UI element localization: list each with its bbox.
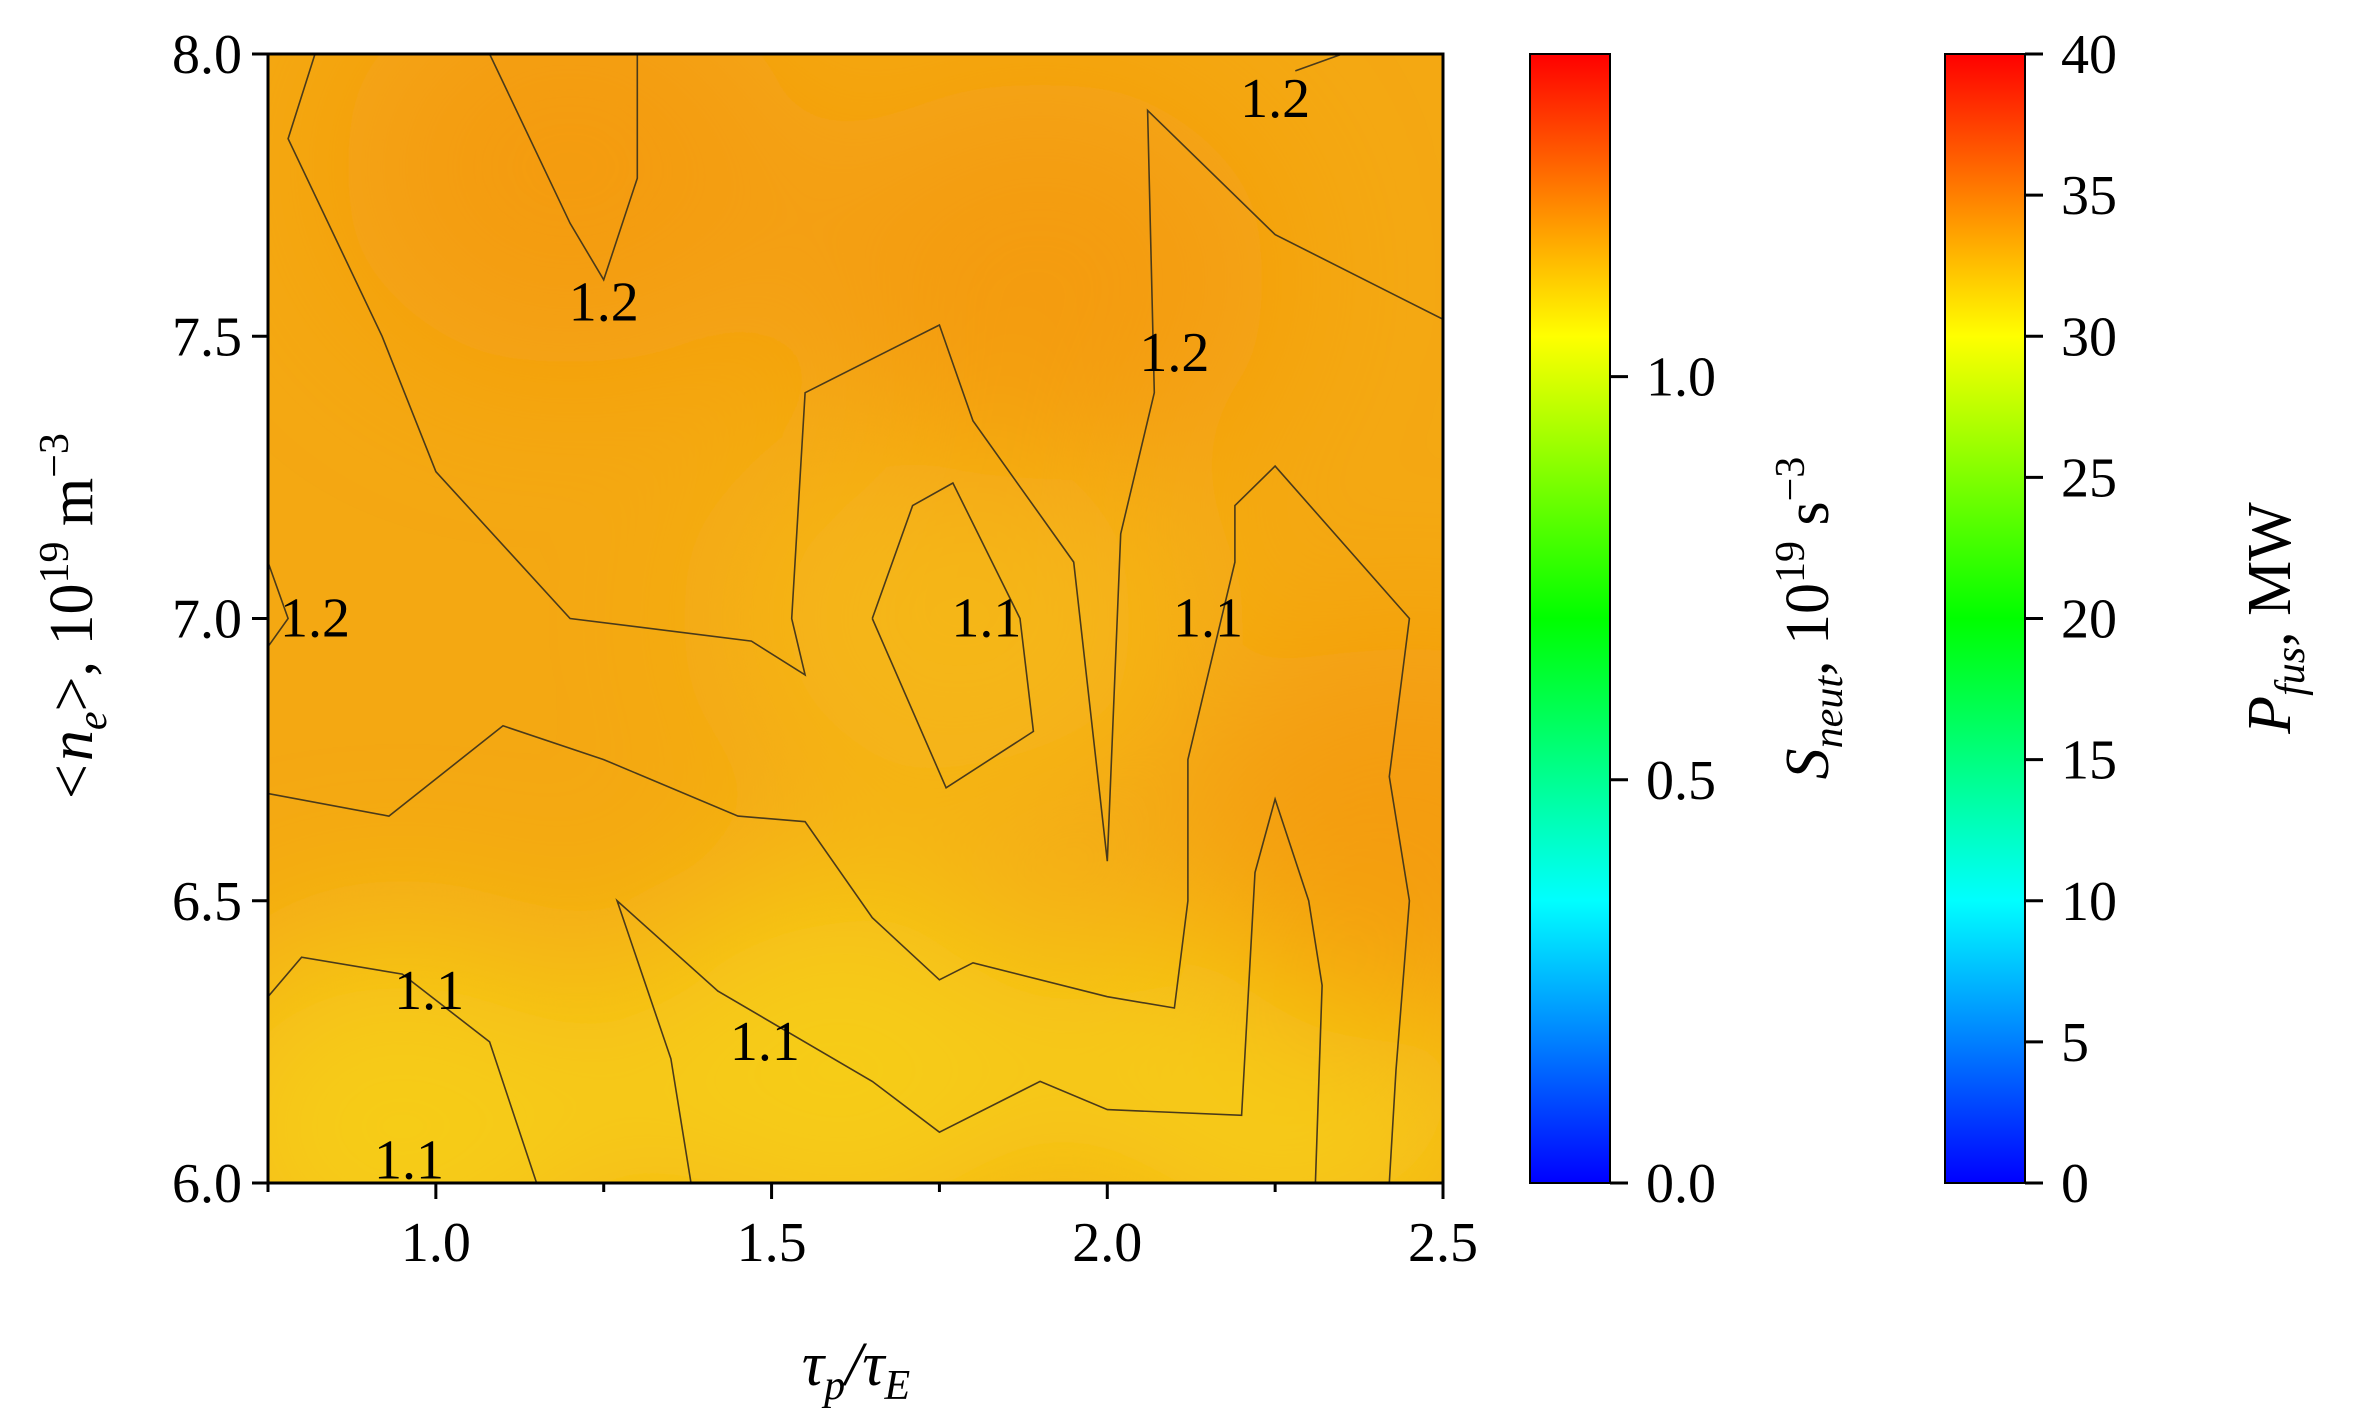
contour-label: 1.2 xyxy=(569,271,639,333)
x-axis-ticks: 1.0 1.5 2.0 2.5 xyxy=(266,1183,1478,1274)
contour-line-1-2 xyxy=(287,54,1443,862)
colorbar-tick-label: 5 xyxy=(2061,1012,2089,1074)
colorbar-s-neut: 0.0 0.5 1.0 Sneut, 1019 s−3 xyxy=(1529,53,1852,1215)
plot-area: 1.2 1.2 1.2 1.2 1.1 1.1 1.1 1.1 1.1 1.0 1.5 2.0 2.5… xyxy=(172,24,1478,1274)
contour-line-1-1 xyxy=(871,481,1035,789)
heatmap-field xyxy=(268,54,1443,1183)
field-blob-low xyxy=(608,870,1069,1183)
y-tick-label: 7.5 xyxy=(172,306,242,368)
contour-label: 1.2 xyxy=(280,588,350,650)
field-blob-high xyxy=(340,54,801,367)
contour-labels: 1.2 1.2 1.2 1.2 1.1 1.1 1.1 1.1 1.1 xyxy=(280,68,1310,1191)
colorbar-tick-label: 25 xyxy=(2061,447,2117,509)
contour-label: 1.2 xyxy=(1240,68,1310,130)
contour-label: 1.1 xyxy=(374,1129,444,1191)
contour-line-1-2 xyxy=(488,54,639,282)
contour-label: 1.1 xyxy=(394,960,464,1022)
contour-line-1-1 xyxy=(268,956,538,1183)
colorbar-tick-label: 15 xyxy=(2061,730,2117,792)
contour-label: 1.1 xyxy=(730,1011,800,1073)
contour-line-1-1 xyxy=(268,464,1411,1183)
field-blob-high xyxy=(1179,644,1443,1045)
contour-line-1-2 xyxy=(268,561,289,648)
colorbar-p-fus-title: Pfus, MW xyxy=(2236,502,2314,735)
colorbar-tick-label: 30 xyxy=(2061,306,2117,368)
colorbar-tick-label: 40 xyxy=(2061,24,2117,86)
colorbar-tick-label: 0.5 xyxy=(1646,750,1716,812)
y-tick-label: 6.0 xyxy=(172,1153,242,1215)
y-tick-label: 8.0 xyxy=(172,24,242,86)
colorbar-tick-label: 0.0 xyxy=(1646,1153,1716,1215)
colorbar-tick-label: 20 xyxy=(2061,589,2117,651)
colorbar-p-fus-gradient xyxy=(1944,53,2026,1184)
colorbar-tick-label: 1.0 xyxy=(1646,347,1716,409)
contour-label: 1.1 xyxy=(1173,588,1243,650)
colorbar-tick-label: 10 xyxy=(2061,871,2117,933)
field-blob-mid xyxy=(729,418,1190,819)
contour-label: 1.2 xyxy=(1139,322,1209,384)
contour-line-1-1 xyxy=(615,796,1323,1183)
y-axis-title: <ne>, 1019 m−3 xyxy=(32,433,116,803)
y-tick-label: 6.5 xyxy=(172,871,242,933)
x-axis-title: τp/τE xyxy=(802,1331,910,1409)
x-tick-label: 2.5 xyxy=(1408,1212,1478,1274)
x-tick-label: 1.5 xyxy=(737,1212,807,1274)
x-tick-label: 1.0 xyxy=(401,1212,471,1274)
contour-line-1-2 xyxy=(1295,54,1343,72)
contour-label: 1.1 xyxy=(951,588,1021,650)
colorbar-s-neut-gradient xyxy=(1529,53,1611,1184)
colorbar-p-fus-ticks: 0 5 10 15 20 25 30 35 40 xyxy=(2025,24,2117,1215)
colorbar-tick-label: 35 xyxy=(2061,165,2117,227)
colorbar-p-fus: 0 5 10 15 20 25 30 35 40 Pfus, MW xyxy=(1944,24,2314,1215)
y-axis-ticks: 6.0 6.5 7.0 7.5 8.0 xyxy=(172,24,268,1215)
colorbar-tick-label: 0 xyxy=(2061,1153,2089,1215)
field-blob-low xyxy=(268,926,633,1183)
x-tick-label: 2.0 xyxy=(1072,1212,1142,1274)
colorbar-s-neut-title: Sneut, 1019 s−3 xyxy=(1768,457,1852,780)
y-tick-label: 7.0 xyxy=(172,589,242,651)
field-blob-high xyxy=(810,79,1271,480)
colorbar-s-neut-ticks: 0.0 0.5 1.0 xyxy=(1610,347,1716,1215)
contour-lines xyxy=(268,54,1443,1183)
